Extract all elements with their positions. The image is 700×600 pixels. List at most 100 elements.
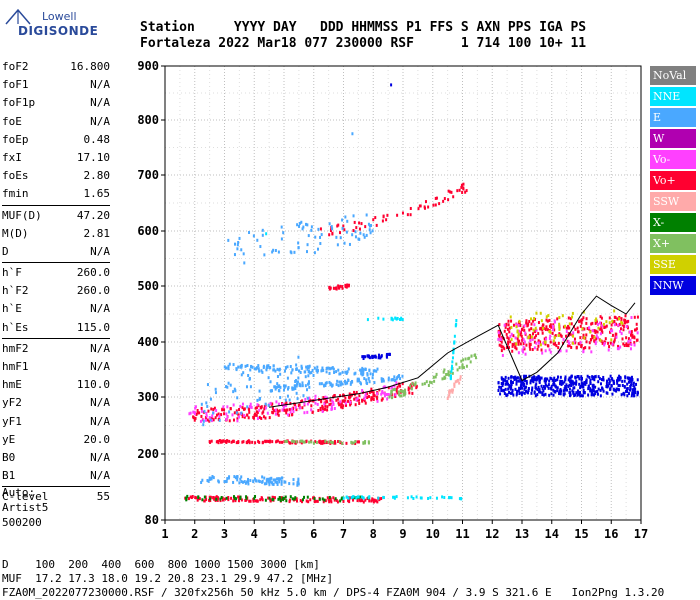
echo-point — [570, 379, 573, 383]
echo-point — [546, 328, 549, 332]
echo-point — [532, 328, 535, 332]
echo-point — [503, 329, 506, 333]
echo-point — [310, 440, 313, 444]
echo-point — [589, 382, 592, 386]
echo-point — [604, 325, 607, 329]
echo-point — [567, 340, 570, 344]
echo-point — [215, 413, 218, 417]
param-value: N/A — [90, 450, 110, 464]
legend-item-w: W — [650, 129, 696, 148]
echo-point — [630, 316, 633, 320]
echo-point — [556, 386, 559, 390]
echo-point — [456, 368, 459, 372]
param-value: N/A — [90, 469, 110, 483]
echo-point — [543, 340, 546, 344]
echo-point — [233, 475, 236, 479]
echo-point — [525, 381, 528, 385]
echo-point — [358, 498, 361, 502]
echo-point — [208, 416, 211, 420]
echo-point — [627, 392, 630, 396]
legend-item-vo-: Vo+ — [650, 171, 696, 190]
echo-point — [259, 245, 262, 249]
echo-point — [366, 372, 369, 376]
echo-point — [368, 356, 371, 360]
echo-point — [603, 343, 606, 347]
echo-point — [599, 332, 602, 336]
echo-point — [237, 413, 240, 417]
echo-point — [575, 391, 578, 395]
echo-point — [281, 408, 284, 412]
echo-point — [215, 497, 218, 501]
echo-point — [447, 395, 450, 399]
echo-point — [269, 498, 272, 502]
echo-point — [462, 366, 465, 370]
echo-point — [525, 321, 528, 325]
echo-point — [548, 336, 551, 340]
echo-point — [357, 440, 360, 444]
echo-point — [582, 316, 585, 320]
echo-point — [230, 496, 233, 500]
echo-point — [307, 382, 310, 386]
echo-point — [429, 496, 432, 500]
echo-point — [387, 386, 390, 390]
echo-point — [606, 385, 609, 389]
echo-point — [617, 347, 620, 351]
param-key: h`Es — [2, 320, 29, 334]
echo-point — [447, 372, 450, 376]
echo-point — [613, 323, 616, 327]
echo-point — [508, 326, 511, 330]
plot-frame — [164, 65, 642, 521]
echo-point — [614, 335, 617, 339]
echo-point — [256, 499, 259, 503]
echo-point — [303, 495, 306, 499]
echo-point — [316, 369, 319, 373]
echo-point — [553, 389, 556, 393]
echo-point — [347, 499, 350, 503]
echo-point — [286, 387, 289, 391]
echo-point — [451, 356, 454, 360]
echo-point — [558, 322, 561, 326]
echo-point — [506, 327, 509, 331]
echo-point — [604, 337, 607, 341]
echo-point — [531, 348, 534, 352]
echo-point — [586, 327, 589, 331]
echo-point — [363, 377, 366, 381]
echo-point — [246, 405, 249, 409]
param-value: 16.800 — [70, 60, 110, 73]
echo-point — [582, 350, 585, 354]
echo-point — [389, 393, 392, 397]
echo-point — [591, 329, 594, 333]
echo-point — [627, 343, 630, 347]
echo-point — [318, 441, 321, 445]
autoscaling-info: Auto: Artist5 500200 — [2, 485, 48, 530]
echo-point — [504, 379, 507, 383]
echo-point — [241, 480, 244, 484]
echo-point — [598, 321, 601, 325]
echo-point — [206, 479, 209, 483]
echo-point — [344, 285, 347, 289]
echo-point — [268, 416, 271, 420]
echo-point — [216, 498, 219, 502]
echo-point — [242, 407, 245, 411]
echo-point — [631, 388, 634, 392]
echo-point — [559, 392, 562, 396]
echo-point — [246, 364, 249, 368]
echo-point — [339, 284, 342, 288]
echo-point — [285, 411, 288, 415]
echo-point — [240, 248, 243, 252]
echo-point — [624, 314, 627, 318]
echo-point — [534, 394, 537, 398]
echo-point — [220, 495, 223, 499]
echo-point — [567, 385, 570, 389]
param-row-clevel: C-level 55 — [2, 488, 110, 506]
echo-point — [616, 381, 619, 385]
echo-point — [580, 321, 583, 325]
echo-point — [503, 388, 506, 392]
echo-point — [280, 482, 283, 486]
echo-point — [335, 398, 338, 402]
echo-point — [558, 316, 561, 320]
echo-point — [306, 402, 309, 406]
echo-point — [367, 222, 370, 226]
echo-point — [618, 322, 621, 326]
